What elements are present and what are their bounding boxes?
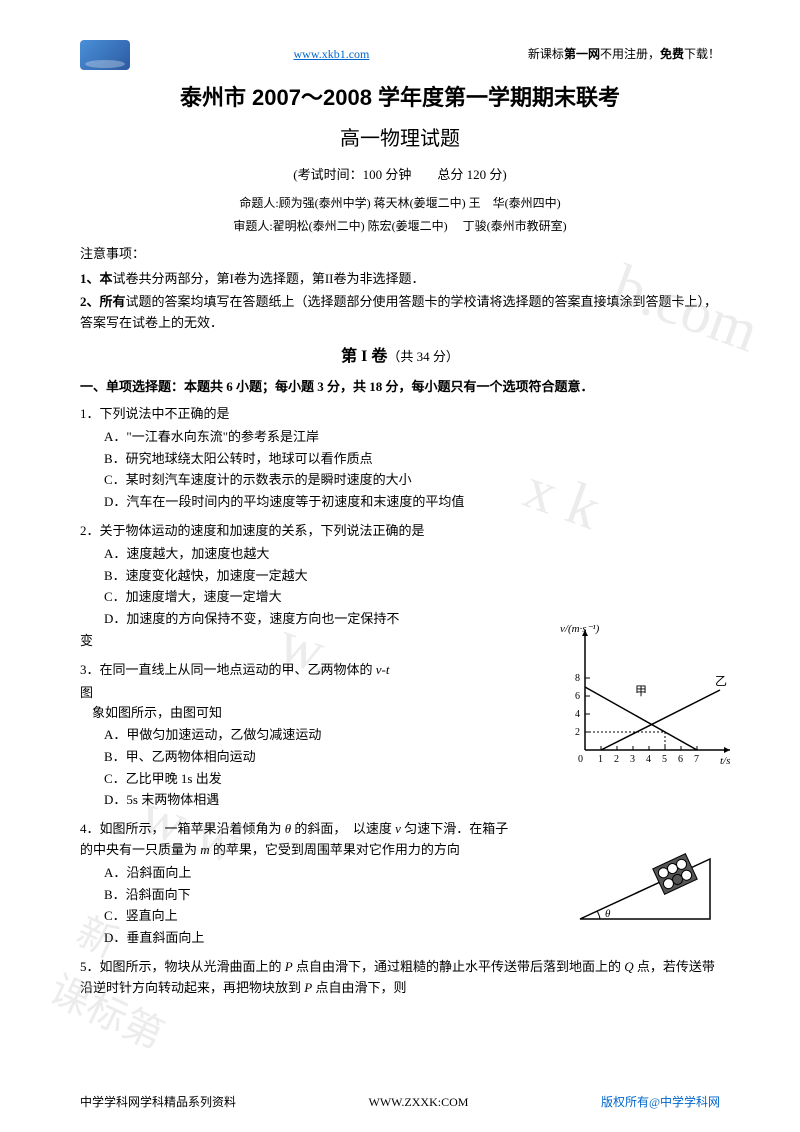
svg-text:v/(m·s⁻¹): v/(m·s⁻¹)	[560, 623, 600, 635]
svg-text:1: 1	[598, 754, 603, 765]
question-4: 4．如图所示，一箱苹果沿着倾角为 θ 的斜面， 以速度 v 匀速下滑．在箱子的中…	[80, 819, 720, 949]
svg-text:5: 5	[662, 754, 667, 765]
q3-option-a: A．甲做匀加速运动，乙做匀减速运动	[80, 725, 464, 746]
question-1: 1．下列说法中不正确的是 A．"一江春水向东流"的参考系是江岸 B．研究地球绕太…	[80, 404, 720, 513]
q5-text: 5．如图所示，物块从光滑曲面上的 P 点自由滑下，通过粗糙的静止水平传送带后落到…	[80, 957, 720, 999]
svg-text:4: 4	[646, 754, 651, 765]
section-1-title: 第 I 卷（共 34 分）	[80, 344, 720, 370]
footer-center: WWW.ZXXK:COM	[369, 1093, 469, 1112]
exam-info: (考试时间：100 分钟 总分 120 分)	[80, 165, 720, 186]
q4-option-b: B．沿斜面向下	[80, 885, 515, 906]
exam-subtitle: 高一物理试题	[80, 123, 720, 155]
q3-option-c: C．乙比甲晚 1s 出发	[80, 769, 464, 790]
svg-text:7: 7	[694, 754, 699, 765]
svg-text:6: 6	[678, 754, 683, 765]
q3-option-b: B．甲、乙两物体相向运动	[80, 747, 464, 768]
notice-item-1: 1、本试卷共分两部分，第I卷为选择题，第II卷为非选择题．	[80, 269, 720, 290]
svg-text:2: 2	[614, 754, 619, 765]
svg-text:8: 8	[575, 673, 580, 684]
q2-option-b: B．速度变化越快，加速度一定越大	[80, 566, 720, 587]
exam-authors1: 命题人:顾为强(泰州中学) 蒋天林(姜堰二中) 王 华(泰州四中)	[80, 194, 720, 213]
q3-option-d: D．5s 末两物体相遇	[80, 790, 464, 811]
footer-left: 中学学科网学科精品系列资料	[80, 1093, 236, 1112]
notice-title: 注意事项：	[80, 244, 720, 265]
svg-text:4: 4	[575, 709, 580, 720]
q1-text: 1．下列说法中不正确的是	[80, 404, 720, 425]
logo-icon	[80, 40, 130, 70]
exam-title: 泰州市 2007～2008 学年度第一学期期末联考	[80, 80, 720, 115]
svg-text:甲: 甲	[635, 684, 647, 698]
q3-text: 3．在同一直线上从同一地点运动的甲、乙两物体的 v-t	[80, 660, 464, 681]
exam-authors2: 审题人:翟明松(泰州二中) 陈宏(姜堰二中) 丁骏(泰州市教研室)	[80, 217, 720, 236]
svg-text:θ: θ	[605, 908, 611, 920]
q1-option-d: D．汽车在一段时间内的平均速度等于初速度和末速度的平均值	[80, 492, 720, 513]
q3-text-line2: 图	[80, 683, 464, 704]
part-1-title: 一、单项选择题：本题共 6 小题；每小题 3 分，共 18 分，每小题只有一个选…	[80, 377, 720, 398]
incline-diagram: θ	[570, 839, 720, 929]
q4-option-c: C．竖直向上	[80, 906, 515, 927]
footer-right: 版权所有@中学学科网	[601, 1093, 720, 1112]
svg-text:2: 2	[575, 727, 580, 738]
q1-option-a: A．"一江春水向东流"的参考系是江岸	[80, 427, 720, 448]
q1-option-b: B．研究地球绕太阳公转时，地球可以看作质点	[80, 449, 720, 470]
page-header: www.xkb1.com 新课标第一网不用注册，免费下载！	[80, 40, 720, 70]
svg-text:0: 0	[578, 754, 583, 765]
svg-text:6: 6	[575, 691, 580, 702]
q4-option-a: A．沿斜面向上	[80, 863, 515, 884]
q4-option-d: D．垂直斜面向上	[80, 928, 515, 949]
svg-text:t/s: t/s	[720, 755, 730, 767]
logo-area	[80, 40, 135, 70]
notice-item-2: 2、所有试题的答案均填写在答题纸上（选择题部分使用答题卡的学校请将选择题的答案直…	[80, 292, 720, 334]
q3-text-line3: 象如图所示，由图可知	[80, 703, 464, 724]
page-footer: 中学学科网学科精品系列资料 WWW.ZXXK:COM 版权所有@中学学科网	[80, 1093, 720, 1112]
q2-option-c: C．加速度增大，速度一定增大	[80, 587, 720, 608]
q2-text: 2．关于物体运动的速度和加速度的关系，下列说法正确的是	[80, 521, 720, 542]
svg-text:3: 3	[630, 754, 635, 765]
vt-chart: v/(m·s⁻¹) t/s 2 4 6 8 0 1 2 3 4 5 6 7 甲 …	[560, 620, 740, 770]
question-5: 5．如图所示，物块从光滑曲面上的 P 点自由滑下，通过粗糙的静止水平传送带后落到…	[80, 957, 720, 999]
q2-option-a: A．速度越大，加速度也越大	[80, 544, 720, 565]
svg-text:乙: 乙	[715, 674, 727, 688]
q4-text: 4．如图所示，一箱苹果沿着倾角为 θ 的斜面， 以速度 v 匀速下滑．在箱子的中…	[80, 819, 515, 861]
q1-option-c: C．某时刻汽车速度计的示数表示的是瞬时速度的大小	[80, 470, 720, 491]
header-url[interactable]: www.xkb1.com	[294, 45, 370, 64]
header-tagline: 新课标第一网不用注册，免费下载！	[528, 45, 720, 64]
question-3: 3．在同一直线上从同一地点运动的甲、乙两物体的 v-t 图 象如图所示，由图可知…	[80, 660, 720, 812]
